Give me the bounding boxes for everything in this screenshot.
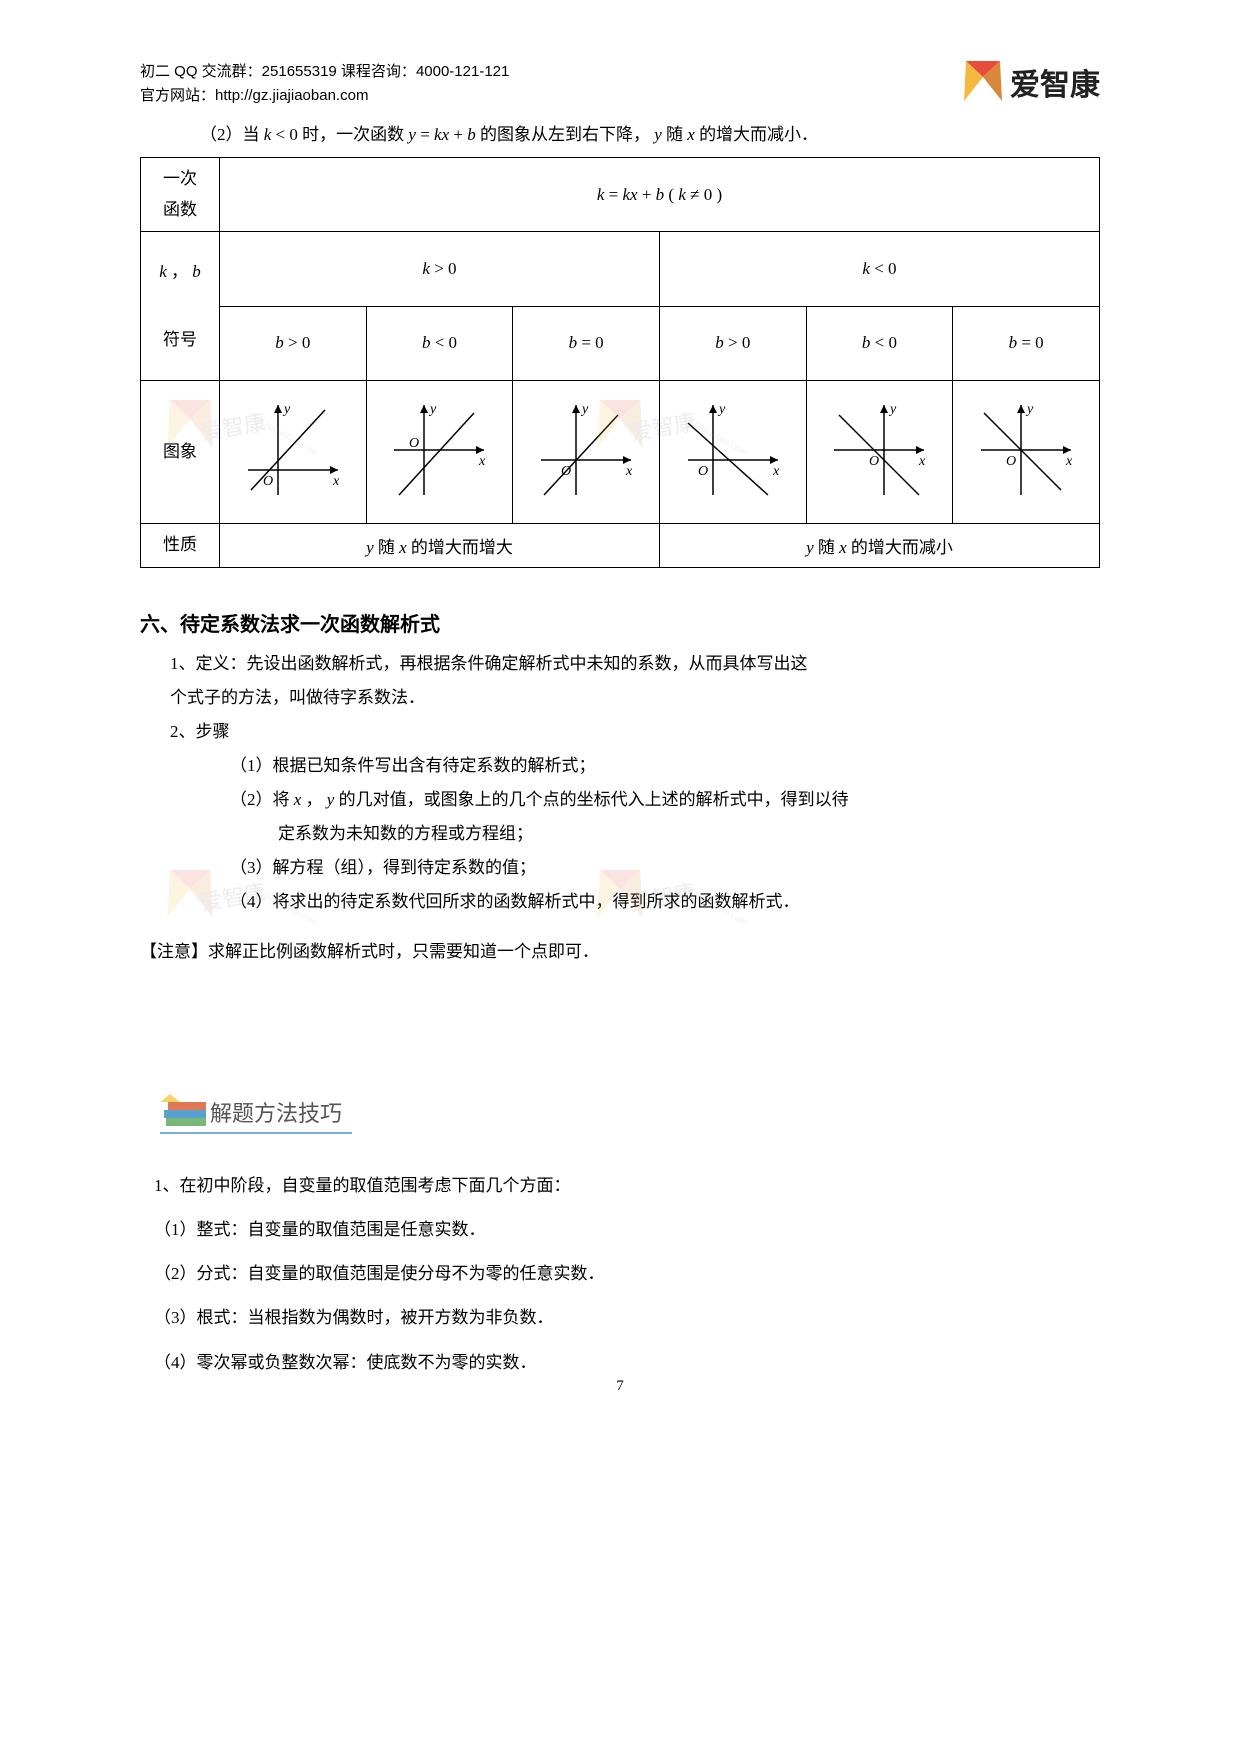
step-2b: 定系数为未知数的方程或方程组； <box>278 817 1100 851</box>
table-row1-label: 一次 函数 <box>141 158 220 232</box>
svg-text:y: y <box>428 402 437 417</box>
header-info: 初二 QQ 交流群：251655319 课程咨询：4000-121-121 官方… <box>140 60 509 108</box>
cell-bpos-1: b > 0 <box>220 306 367 381</box>
svg-text:x: x <box>1065 454 1073 469</box>
graph-row-label: 图象 <box>141 381 220 524</box>
tip-2: （2）分式：自变量的取值范围是使分母不为零的任意实数． <box>154 1252 1100 1296</box>
graph-kpos-bzero: y x O <box>513 381 660 524</box>
graph-kneg-bpos: y x O <box>659 381 806 524</box>
graph-kneg-bneg: y x O <box>806 381 953 524</box>
svg-text:x: x <box>918 454 926 469</box>
svg-text:y: y <box>282 402 291 417</box>
cell-bneg-1: b < 0 <box>366 306 513 381</box>
cell-bzero-2: b = 0 <box>953 306 1100 381</box>
svg-text:y: y <box>580 402 589 417</box>
graph-kpos-bneg: y x O <box>366 381 513 524</box>
logo-text: 爱智康 <box>1010 60 1100 104</box>
step-3: （3）解方程（组），得到待定系数的值； <box>230 851 1100 885</box>
svg-text:O: O <box>1006 454 1016 469</box>
step-1: （1）根据已知条件写出含有待定系数的解析式； <box>230 749 1100 783</box>
consult-label: 课程咨询： <box>337 63 416 80</box>
function-table: 一次 函数 k = kx + b ( k ≠ 0 ) k ， b符号 k > 0… <box>140 157 1100 568</box>
step-2: （2）将 x ， y 的几对值，或图象上的几个点的坐标代入上述的解析式中，得到以… <box>230 783 1100 817</box>
svg-text:O: O <box>561 464 571 479</box>
page-number: 7 <box>616 1378 624 1395</box>
property-row-label: 性质 <box>141 524 220 568</box>
method-banner-text: 解题方法技巧 <box>160 1092 352 1134</box>
svg-text:O: O <box>263 474 273 489</box>
page-header: 初二 QQ 交流群：251655319 课程咨询：4000-121-121 官方… <box>140 60 1100 108</box>
cell-bneg-2: b < 0 <box>806 306 953 381</box>
method-banner: 解题方法技巧 <box>160 1092 420 1134</box>
svg-text:x: x <box>332 474 340 489</box>
logo-icon <box>962 61 1004 103</box>
brand-logo: 爱智康 <box>962 60 1100 104</box>
section6-note: 【注意】求解正比例函数解析式时，只需要知道一个点即可． <box>140 937 1100 962</box>
table-kb-label: k ， b符号 <box>141 232 220 381</box>
def-text: 先设出函数解析式，再根据条件确定解析式中未知的系数，从而具体写出这 <box>247 654 808 673</box>
website-label: 官方网站： <box>140 87 215 104</box>
svg-text:y: y <box>1025 402 1034 417</box>
k-negative-header: k < 0 <box>659 232 1099 307</box>
website-url: http://gz.jiajiaoban.com <box>215 87 368 104</box>
phone-number: 4000-121-121 <box>416 63 509 80</box>
qq-label: 初二 QQ 交流群： <box>140 63 262 80</box>
svg-text:x: x <box>772 464 780 479</box>
def-text-2: 个式子的方法，叫做待字系数法． <box>170 681 1100 715</box>
table-equation-cell: k = kx + b ( k ≠ 0 ) <box>220 158 1100 232</box>
svg-text:O: O <box>698 464 708 479</box>
graph-kneg-bzero: y x O <box>953 381 1100 524</box>
tip-1: （1）整式：自变量的取值范围是任意实数． <box>154 1208 1100 1252</box>
property-increasing: y 随 x 的增大而增大 <box>220 524 660 568</box>
steps-label: 2、步骤 <box>170 715 1100 749</box>
cell-bpos-2: b > 0 <box>659 306 806 381</box>
graph-kpos-bpos: y x O <box>220 381 367 524</box>
svg-text:x: x <box>478 454 486 469</box>
section6-title: 六、待定系数法求一次函数解析式 <box>140 608 1100 637</box>
intro-text: （2）当 k < 0 时，一次函数 y = kx + b 的图象从左到右下降， … <box>200 120 1100 145</box>
k-positive-header: k > 0 <box>220 232 660 307</box>
tips-section: 1、在初中阶段，自变量的取值范围考虑下面几个方面： （1）整式：自变量的取值范围… <box>154 1164 1100 1385</box>
tip-4: （4）零次幂或负整数次幂：使底数不为零的实数． <box>154 1341 1100 1385</box>
svg-text:O: O <box>869 454 879 469</box>
cell-bzero-1: b = 0 <box>513 306 660 381</box>
svg-text:y: y <box>888 402 897 417</box>
svg-text:x: x <box>625 464 633 479</box>
tip-3: （3）根式：当根指数为偶数时，被开方数为非负数． <box>154 1296 1100 1340</box>
section6-body: 1、定义：先设出函数解析式，再根据条件确定解析式中未知的系数，从而具体写出这 个… <box>170 647 1100 919</box>
def-label: 1、定义： <box>170 654 247 673</box>
step-4: （4）将求出的待定系数代回所求的函数解析式中，得到所求的函数解析式． <box>230 885 1100 919</box>
property-decreasing: y 随 x 的增大而减小 <box>659 524 1099 568</box>
svg-text:O: O <box>409 436 419 451</box>
tips-intro: 1、在初中阶段，自变量的取值范围考虑下面几个方面： <box>154 1164 1100 1208</box>
svg-text:y: y <box>717 402 726 417</box>
qq-number: 251655319 <box>262 63 337 80</box>
